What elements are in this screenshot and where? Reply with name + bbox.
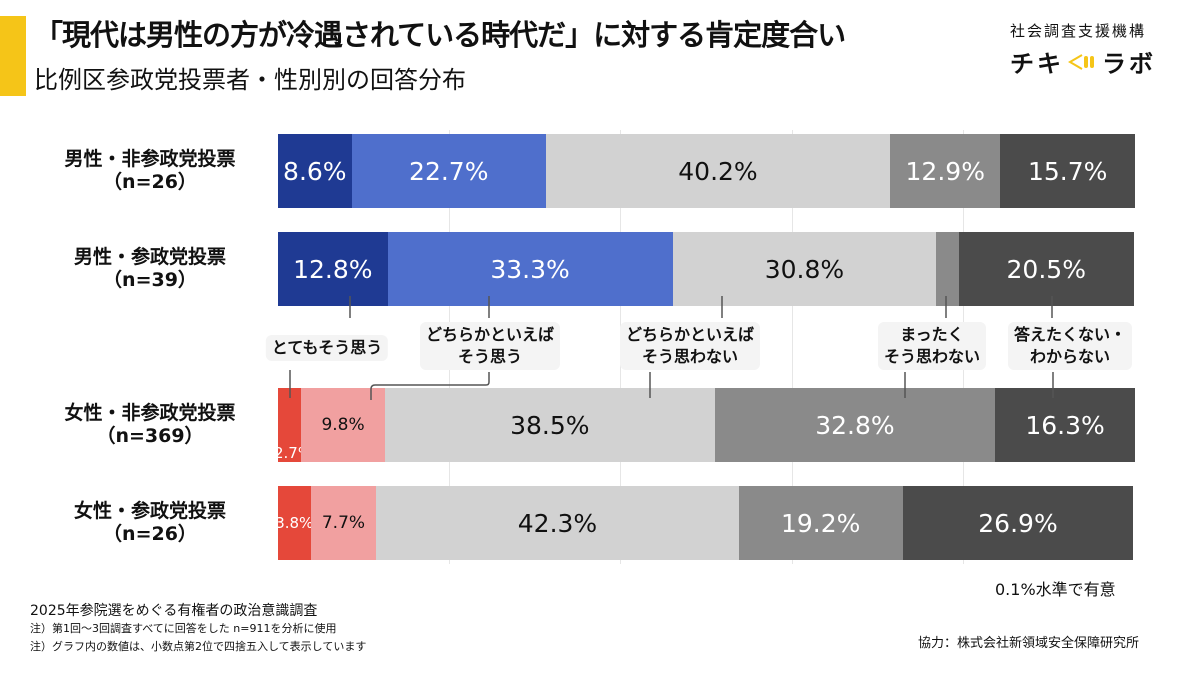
source-note: 2025年参院選をめぐる有権者の政治意識調査	[30, 603, 318, 619]
logo-name-left: チキ	[1010, 50, 1064, 78]
bar-segment: 12.9%	[890, 134, 1001, 208]
row-label: 男性・参政党投票 （n=39）	[73, 246, 226, 291]
bar-segment: 8.6%	[278, 134, 352, 208]
credit: 協力：株式会社新領域安全保障研究所	[918, 636, 1140, 651]
data-label: 32.8%	[815, 410, 895, 440]
bar-segment: 15.7%	[1000, 134, 1135, 208]
gridline	[791, 130, 793, 564]
data-label: 16.3%	[1025, 410, 1105, 440]
bar-segment: 40.2%	[545, 134, 891, 208]
legend-label-somewhat-agree: どちらかといえば そう思う	[419, 322, 561, 370]
bar-segment: 22.7%	[351, 134, 546, 208]
data-label: 20.5%	[1006, 254, 1086, 284]
data-label: 9.8%	[321, 415, 365, 435]
data-label: 7.7%	[321, 513, 366, 533]
bar-row: 8.6% 22.7% 40.2% 12.9% 15.7%	[278, 134, 1135, 208]
footnote-2: 注）グラフ内の数値は、小数点第2位で四捨五入して表示しています	[30, 640, 367, 653]
data-label: 40.2%	[678, 156, 758, 186]
legend-label-strongly-disagree: まったく そう思わない	[877, 322, 987, 370]
logo: チキ ラボ	[1010, 44, 1156, 79]
bar-segment: 38.5%	[385, 388, 715, 462]
bar-segment: 30.8%	[672, 232, 937, 306]
data-label: 3.8%	[275, 514, 314, 532]
bar-segment: 9.8%	[301, 388, 385, 462]
data-label: 12.9%	[905, 156, 985, 186]
bar-segment: 16.3%	[995, 388, 1135, 462]
logo-org: 社会調査支援機構	[1010, 22, 1147, 40]
bar-row: 3.8% 7.7% 42.3% 19.2% 26.9%	[275, 486, 1134, 560]
bar-segment: 26.9%	[902, 486, 1134, 560]
row-label: 男性・非参政党投票 （n=26）	[64, 148, 236, 193]
data-label: 38.5%	[510, 410, 590, 440]
chart-title: 「現代は男性の方が冷遇されている時代だ」に対する肯定度合い	[34, 18, 846, 52]
data-label: 42.3%	[517, 508, 598, 538]
accent-bar	[0, 16, 26, 96]
row-label: 女性・非参政党投票 （n=369）	[64, 402, 236, 447]
chart-subtitle: 比例区参政党投票者・性別別の回答分布	[34, 66, 466, 94]
bar-segment: 12.8%	[278, 232, 388, 306]
bar-segment: 7.7%	[310, 486, 377, 560]
data-label: 22.7%	[409, 156, 489, 186]
footnote-1: 注）第1回〜3回調査すべてに回答をした n=911を分析に使用	[30, 622, 337, 635]
bar-segment: 32.8%	[714, 388, 996, 462]
data-label: 19.2%	[780, 508, 861, 538]
data-label: 26.9%	[978, 508, 1058, 538]
bar-row: 2.7% 9.8% 38.5% 32.8% 16.3%	[274, 388, 1135, 462]
bar-segment: 3.8%	[275, 486, 314, 560]
data-label: 12.8%	[293, 254, 373, 284]
bar-segment: 19.2%	[738, 486, 903, 560]
legend-label-no-answer: 答えたくない・ わからない	[1007, 322, 1133, 370]
bar-segment: 20.5%	[958, 232, 1134, 306]
data-label: 8.6%	[283, 156, 347, 186]
data-label: 30.8%	[764, 254, 845, 284]
logo-name-right: ラボ	[1102, 50, 1156, 78]
row-label: 女性・参政党投票 （n=26）	[73, 500, 226, 545]
legend-label-somewhat-disagree: どちらかといえば そう思わない	[619, 322, 761, 370]
data-label: 33.3%	[490, 254, 570, 284]
data-label: 15.7%	[1027, 156, 1108, 186]
significance-note: 0.1%水準で有意	[995, 580, 1116, 599]
legend-label-strongly-agree: とてもそう思う	[265, 335, 389, 361]
bar-segment: 42.3%	[376, 486, 739, 560]
logo-mark-icon	[1068, 53, 1094, 70]
bar-segment	[936, 232, 959, 306]
bar-row: 12.8% 33.3% 30.8% 20.5%	[278, 232, 1134, 306]
bar-segment: 33.3%	[387, 232, 673, 306]
